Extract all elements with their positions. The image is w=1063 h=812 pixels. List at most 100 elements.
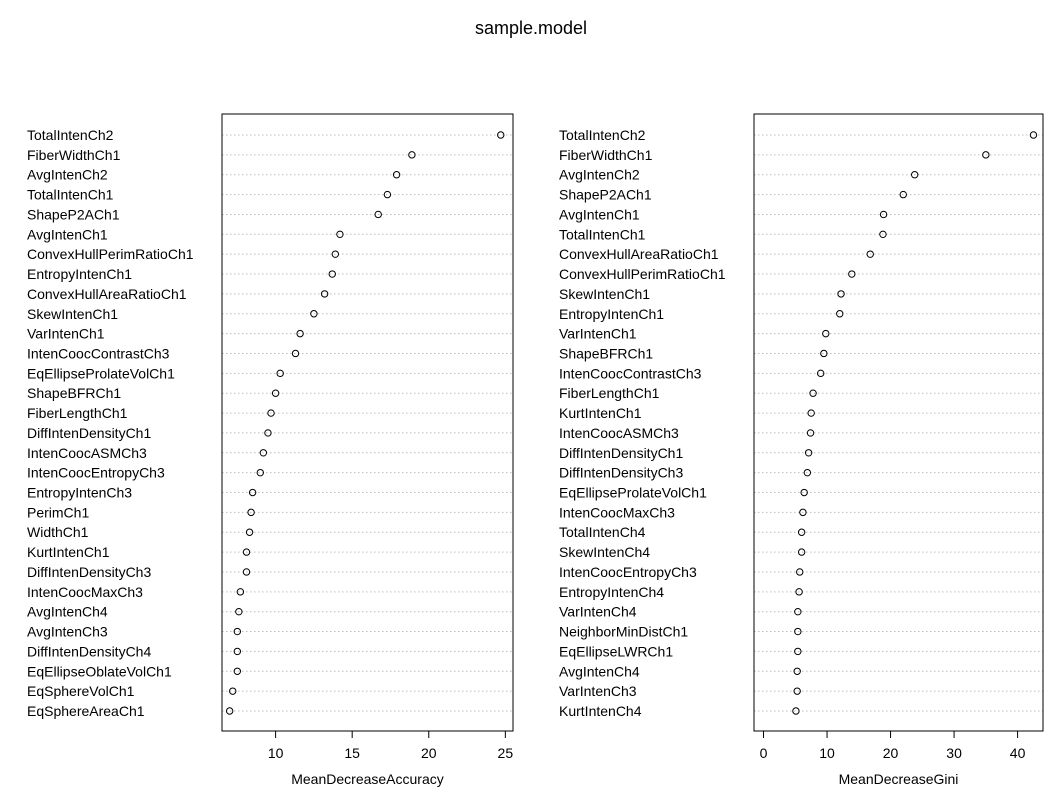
data-point: [271, 389, 280, 397]
data-point: [374, 210, 382, 219]
data-point: [408, 151, 416, 159]
data-point: [259, 449, 268, 457]
x-tick-label: 30: [946, 745, 962, 761]
row-label: ConvexHullPerimRatioCh1: [27, 246, 194, 262]
data-point: [229, 687, 237, 695]
data-point: [794, 647, 802, 656]
data-point: [256, 468, 264, 477]
row-label: FiberWidthCh1: [27, 147, 121, 163]
x-tick-label: 40: [1010, 745, 1026, 761]
row-label: DiffIntenDensityCh4: [27, 643, 151, 659]
x-tick-label: 25: [498, 745, 514, 761]
row-label: DiffIntenDensityCh1: [559, 445, 683, 461]
row-label: IntenCoocContrastCh3: [27, 345, 170, 361]
row-label: EntropyIntenCh3: [27, 485, 132, 501]
x-tick-label: 20: [421, 745, 437, 761]
row-label: IntenCoocMaxCh3: [27, 584, 143, 600]
row-label: KurtIntenCh4: [559, 703, 642, 719]
row-label: VarIntenCh3: [559, 683, 637, 699]
row-label: IntenCoocContrastCh3: [559, 365, 702, 381]
row-label: AvgIntenCh4: [27, 604, 108, 620]
data-point: [320, 290, 329, 298]
row-label: ShapeBFRCh1: [559, 345, 653, 361]
data-point: [236, 588, 245, 596]
data-point: [267, 409, 275, 417]
data-point: [233, 627, 242, 636]
data-point: [233, 667, 242, 675]
data-point: [296, 329, 304, 338]
row-label: EqEllipseLWRCh1: [559, 643, 673, 659]
x-tick-label: 0: [760, 745, 768, 761]
x-tick-label: 15: [344, 745, 360, 761]
data-point: [804, 449, 813, 457]
data-point: [291, 349, 300, 358]
row-label: AvgIntenCh4: [559, 663, 640, 679]
data-point: [793, 687, 801, 695]
data-point: [235, 607, 243, 616]
row-label: AvgIntenCh3: [27, 624, 108, 640]
row-label: TotalIntenCh2: [559, 127, 646, 143]
row-label: AvgIntenCh1: [27, 226, 108, 242]
row-label: IntenCoocMaxCh3: [559, 504, 675, 520]
row-label: TotalIntenCh2: [27, 127, 114, 143]
row-label: NeighborMinDistCh1: [559, 624, 688, 640]
x-axis-label-accuracy: MeanDecreaseAccuracy: [291, 771, 444, 787]
row-label: VarIntenCh1: [27, 326, 105, 342]
row-label: IntenCoocASMCh3: [27, 445, 147, 461]
data-point: [225, 707, 234, 715]
data-point: [795, 588, 803, 596]
row-label: AvgIntenCh1: [559, 206, 640, 222]
row-label: EqEllipseOblateVolCh1: [27, 663, 172, 679]
data-point: [245, 528, 254, 536]
row-label: SkewIntenCh1: [27, 306, 118, 322]
data-point: [1029, 131, 1038, 139]
row-label: ConvexHullPerimRatioCh1: [559, 266, 726, 282]
data-point: [792, 707, 800, 715]
mean-decrease-accuracy-panel: TotalIntenCh2 FiberWidthCh1 AvgIntenCh2 Tot…: [27, 113, 514, 787]
data-point: [899, 190, 907, 199]
plot-frame: [221, 113, 514, 732]
data-point: [820, 349, 828, 358]
row-label: IntenCoocASMCh3: [559, 425, 679, 441]
plot-frame: [753, 113, 1044, 732]
row-label: PerimCh1: [27, 504, 89, 520]
mean-decrease-gini-panel: TotalIntenCh2 FiberWidthCh1 AvgIntenCh2 Sha…: [559, 113, 1044, 787]
data-point: [797, 528, 806, 536]
row-label: ConvexHullAreaRatioCh1: [27, 286, 187, 302]
row-label: SkewIntenCh1: [559, 286, 650, 302]
data-point: [848, 270, 856, 278]
row-label: TotalIntenCh1: [27, 187, 114, 203]
data-point: [809, 389, 817, 397]
row-label: WidthCh1: [27, 524, 89, 540]
row-label: ShapeP2ACh1: [559, 187, 652, 203]
data-point: [822, 329, 830, 338]
data-point: [797, 548, 806, 556]
data-point: [807, 409, 815, 417]
row-label: EntropyIntenCh1: [27, 266, 132, 282]
data-point: [879, 210, 888, 219]
x-tick-label: 10: [268, 745, 284, 761]
row-label: DiffIntenDensityCh1: [27, 425, 151, 441]
data-point: [331, 250, 340, 258]
row-label: FiberLengthCh1: [559, 385, 660, 401]
row-label: IntenCoocEntropyCh3: [27, 465, 165, 481]
data-point: [276, 369, 284, 378]
row-label: EntropyIntenCh1: [559, 306, 664, 322]
data-point: [247, 508, 255, 517]
data-point: [799, 508, 807, 517]
data-point: [794, 627, 802, 636]
data-point: [233, 647, 242, 656]
data-point: [836, 310, 844, 318]
row-label: KurtIntenCh1: [27, 544, 110, 560]
row-label: KurtIntenCh1: [559, 405, 642, 421]
data-point: [879, 230, 887, 239]
row-label: AvgIntenCh2: [559, 167, 640, 183]
data-point: [328, 270, 336, 278]
data-point: [800, 488, 808, 497]
row-label: DiffIntenDensityCh3: [27, 564, 151, 580]
x-tick-label: 20: [883, 745, 899, 761]
data-point: [264, 429, 272, 437]
row-label: EqSphereVolCh1: [27, 683, 135, 699]
data-point: [310, 310, 318, 318]
